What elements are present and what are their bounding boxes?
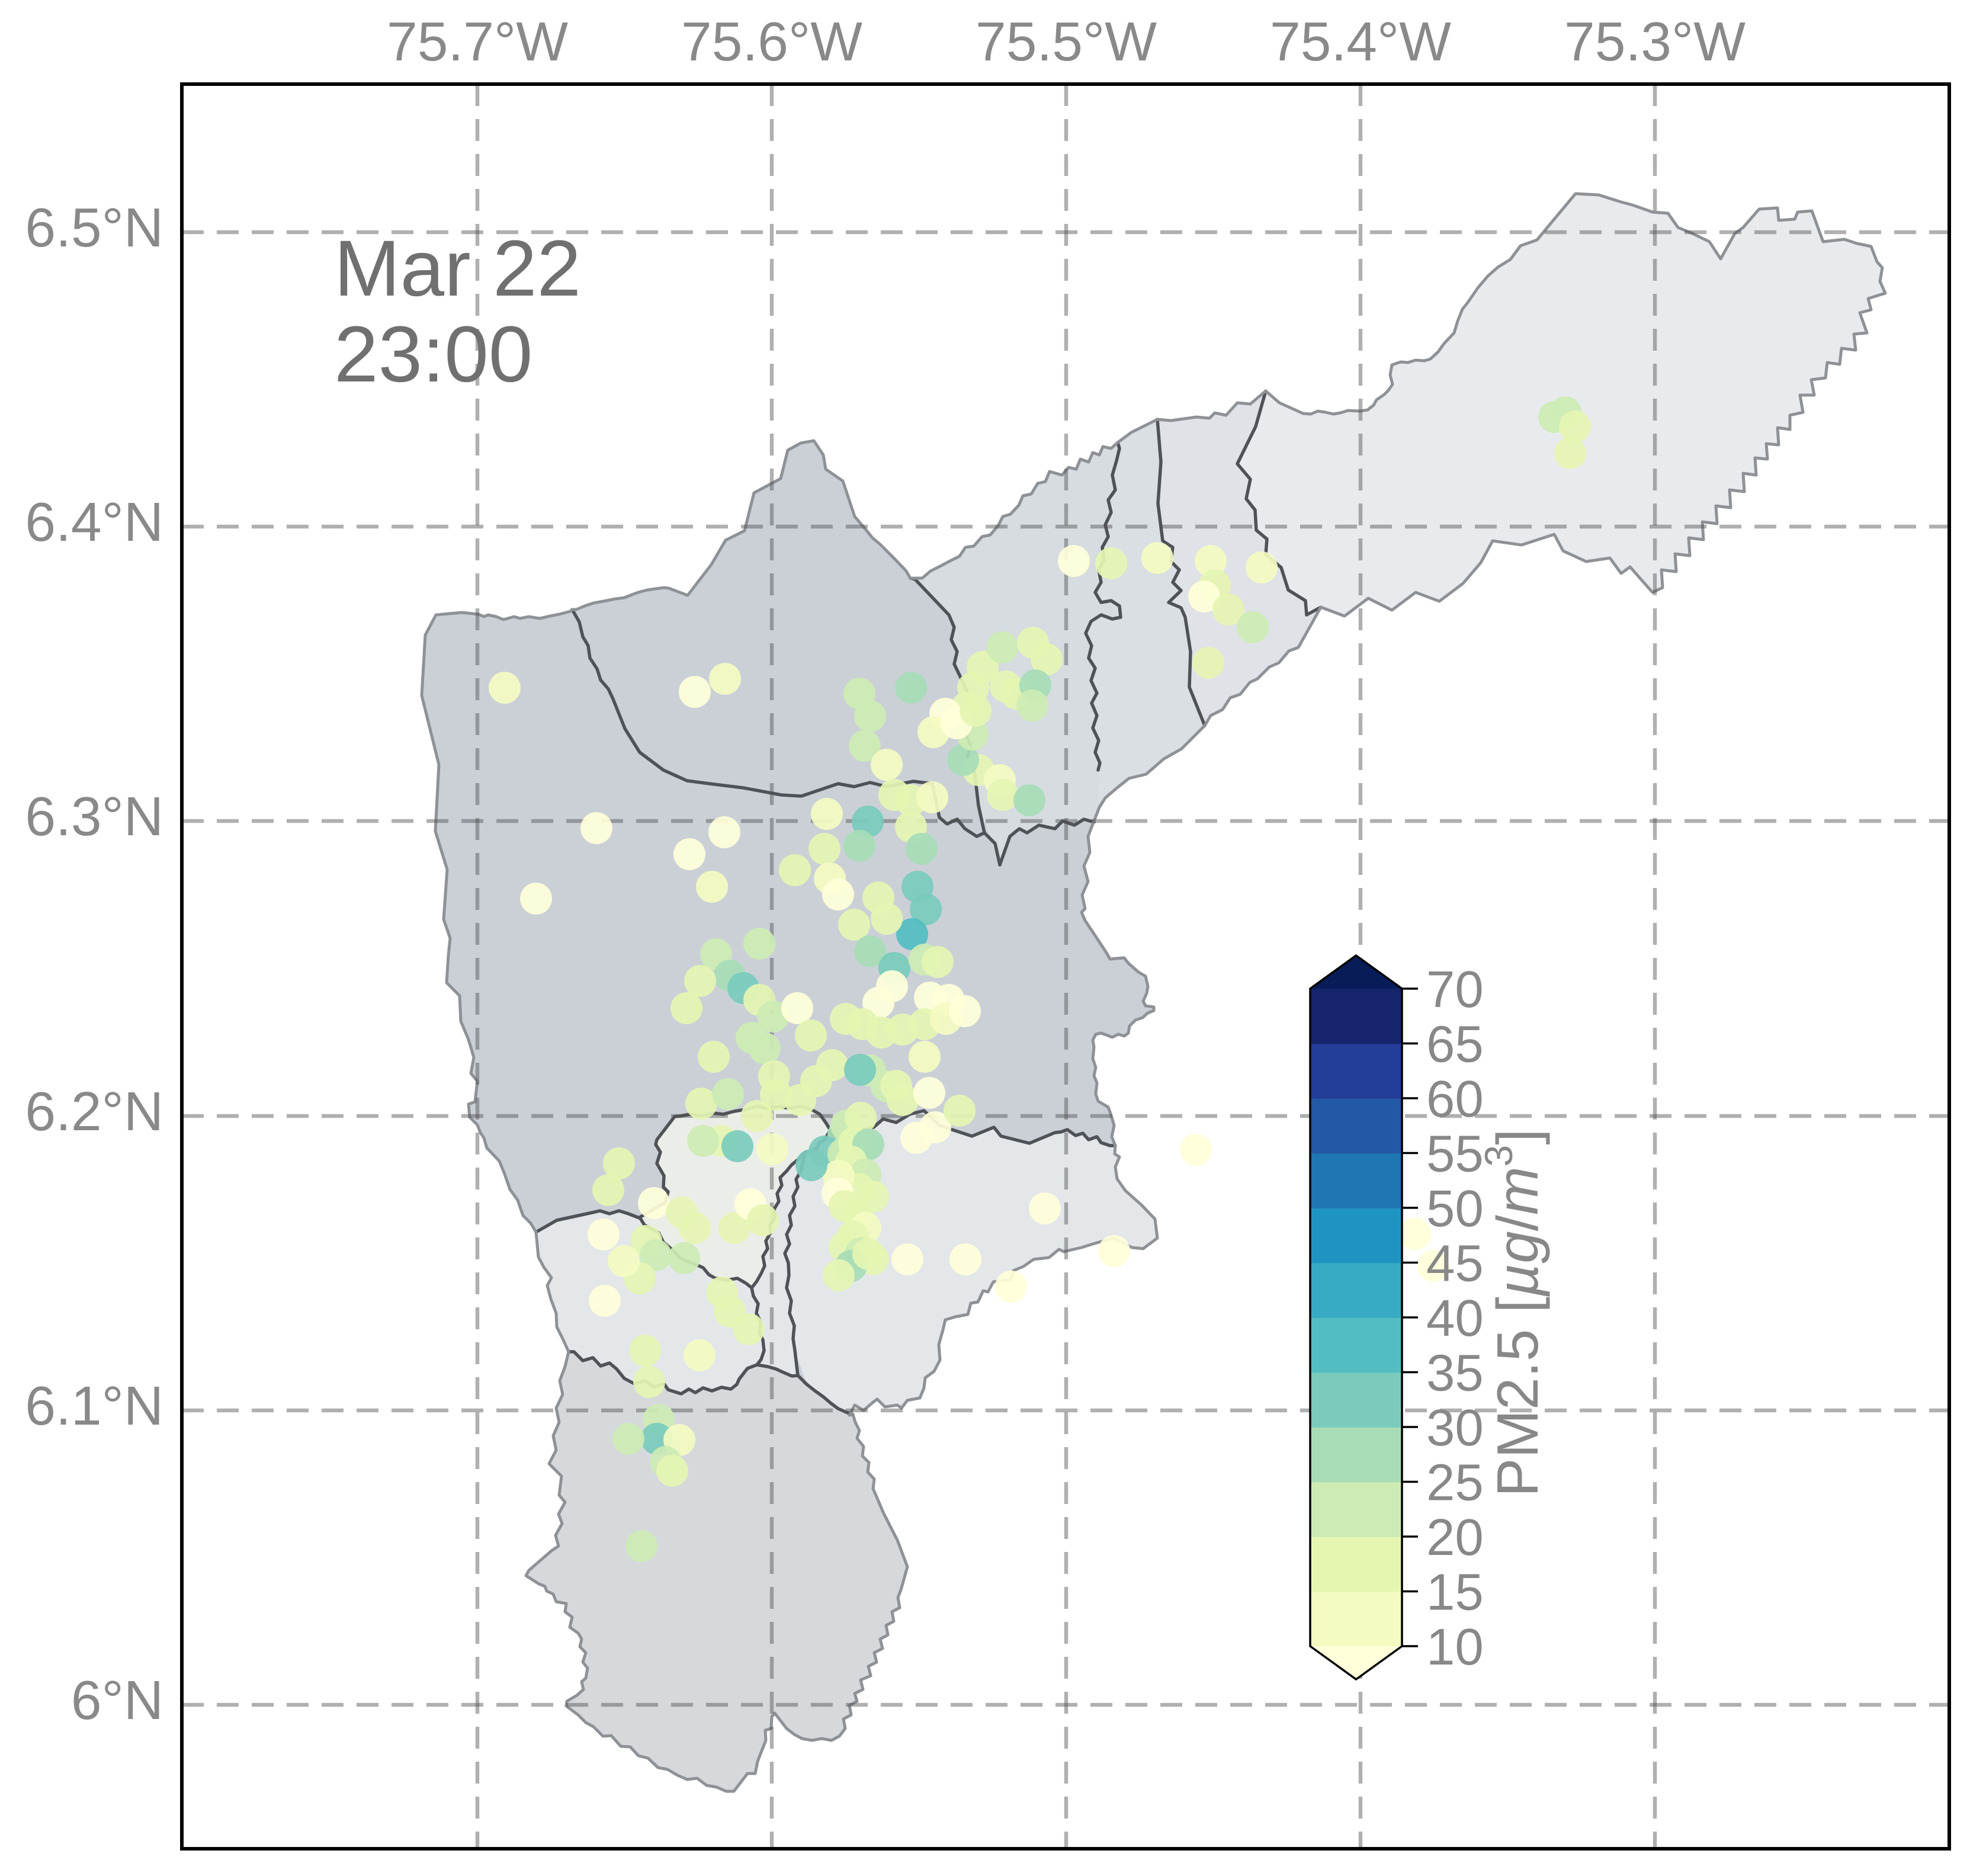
svg-text:Mar 22: Mar 22 <box>334 225 581 313</box>
svg-text:65: 65 <box>1426 1016 1484 1073</box>
svg-text:20: 20 <box>1426 1509 1484 1566</box>
svg-text:15: 15 <box>1426 1564 1484 1621</box>
svg-text:40: 40 <box>1426 1290 1484 1347</box>
svg-text:6.2°N: 6.2°N <box>25 1080 163 1142</box>
svg-text:70: 70 <box>1426 961 1484 1018</box>
svg-text:45: 45 <box>1426 1235 1484 1293</box>
svg-text:6.4°N: 6.4°N <box>25 491 163 553</box>
svg-text:6.1°N: 6.1°N <box>25 1375 163 1436</box>
svg-text:75.7°W: 75.7°W <box>387 11 568 72</box>
svg-text:75.6°W: 75.6°W <box>681 11 862 72</box>
svg-text:10: 10 <box>1426 1618 1484 1676</box>
svg-text:50: 50 <box>1426 1180 1484 1237</box>
svg-text:55: 55 <box>1426 1125 1484 1183</box>
svg-text:60: 60 <box>1426 1070 1484 1128</box>
svg-text:75.4°W: 75.4°W <box>1270 11 1451 72</box>
svg-text:75.3°W: 75.3°W <box>1564 11 1746 72</box>
svg-text:30: 30 <box>1426 1399 1484 1457</box>
svg-text:35: 35 <box>1426 1345 1484 1402</box>
svg-text:23:00: 23:00 <box>334 310 532 399</box>
svg-text:25: 25 <box>1426 1454 1484 1512</box>
svg-text:6.3°N: 6.3°N <box>25 785 163 847</box>
svg-text:PM2.5 [µg/m3]: PM2.5 [µg/m3] <box>1477 1129 1550 1497</box>
svg-text:6°N: 6°N <box>71 1669 163 1731</box>
svg-text:75.5°W: 75.5°W <box>976 11 1157 72</box>
svg-text:6.5°N: 6.5°N <box>25 197 163 258</box>
